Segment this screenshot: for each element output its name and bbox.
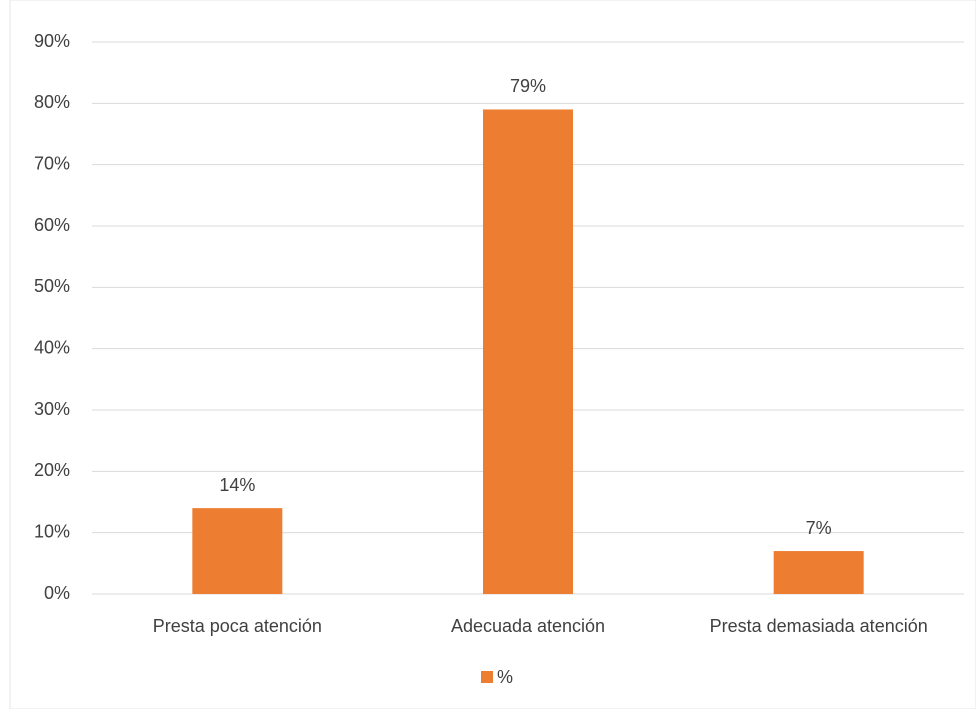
y-tick-label: 0%	[44, 583, 70, 603]
y-tick-label: 10%	[34, 521, 70, 541]
data-label: 14%	[219, 475, 255, 495]
bar	[192, 508, 283, 594]
legend-label: %	[497, 667, 513, 687]
x-tick-label: Presta poca atención	[153, 616, 322, 636]
data-label: 79%	[510, 76, 546, 96]
y-tick-label: 50%	[34, 276, 70, 296]
legend-swatch	[481, 671, 493, 683]
x-tick-label: Presta demasiada atención	[710, 616, 928, 636]
bar	[773, 551, 864, 594]
y-tick-label: 80%	[34, 92, 70, 112]
y-tick-label: 90%	[34, 31, 70, 51]
data-label: 7%	[806, 518, 832, 538]
y-tick-label: 60%	[34, 215, 70, 235]
bar	[483, 109, 573, 594]
y-tick-label: 40%	[34, 337, 70, 357]
x-tick-label: Adecuada atención	[451, 616, 605, 636]
y-tick-label: 30%	[34, 399, 70, 419]
y-tick-label: 70%	[34, 153, 70, 173]
y-tick-label: 20%	[34, 460, 70, 480]
